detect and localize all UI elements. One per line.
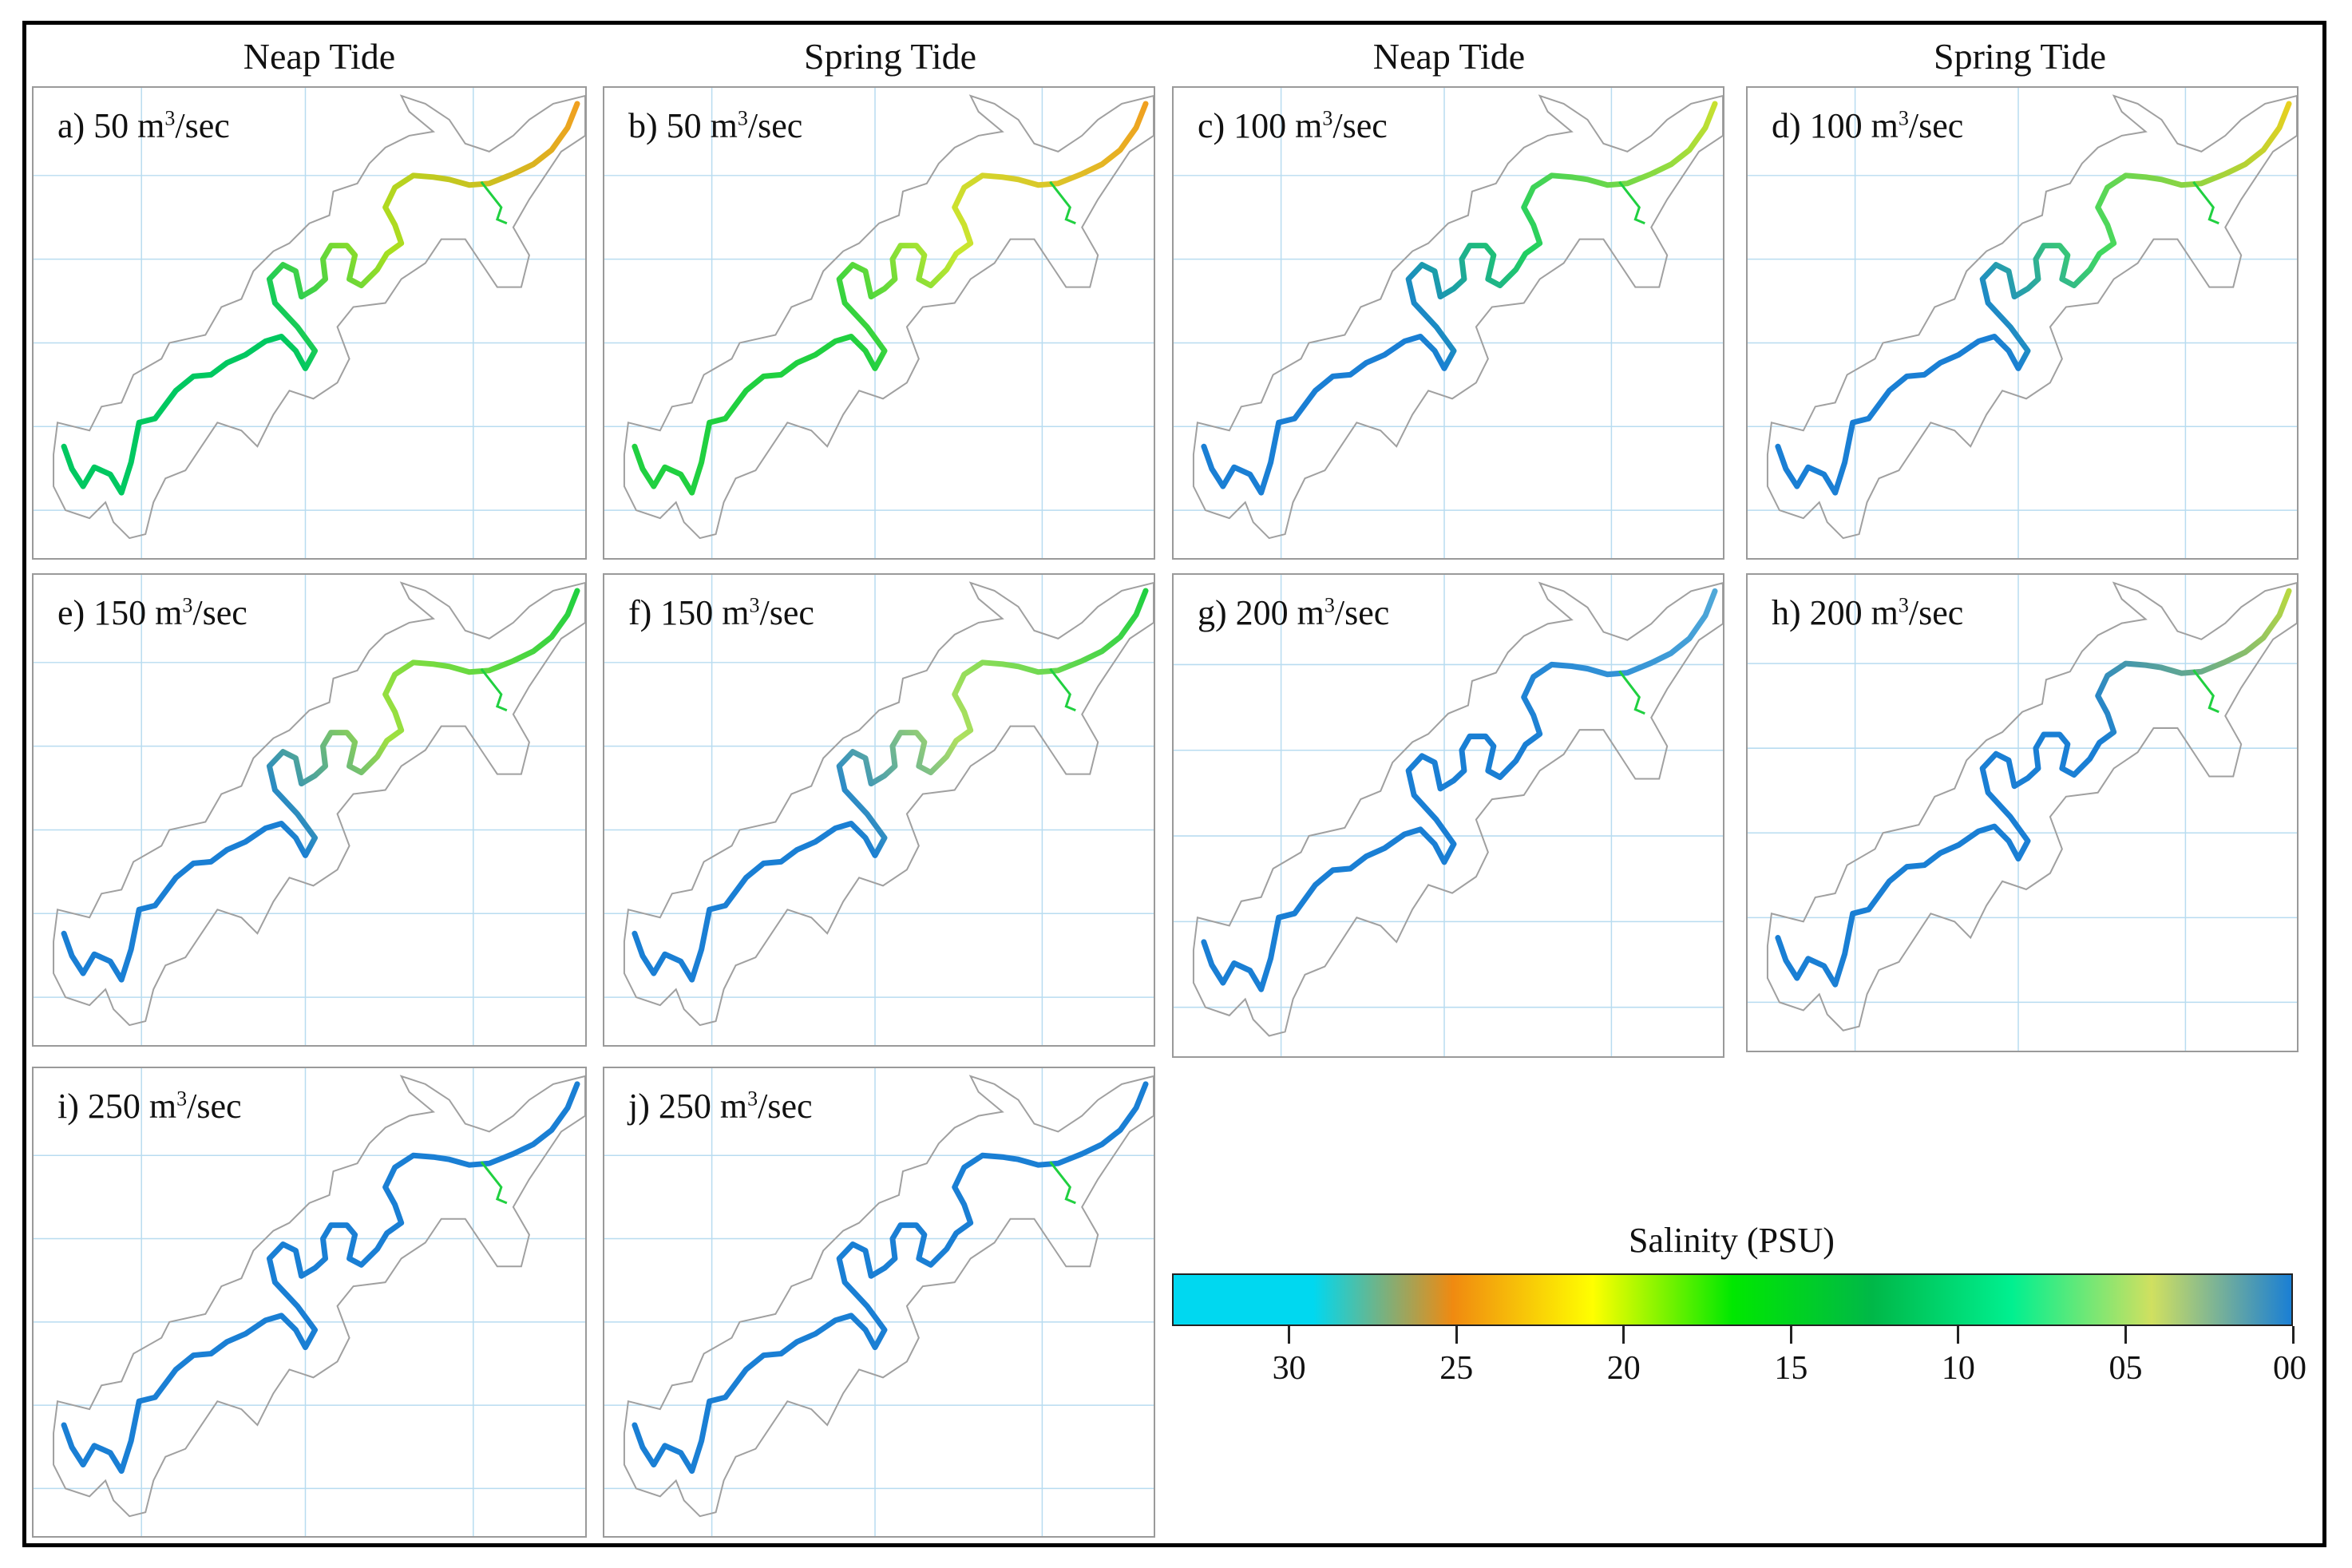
panel-label: b) 50 m3/sec: [628, 106, 803, 145]
tributary: [1049, 1161, 1076, 1205]
catchment-outline: [623, 1075, 1154, 1518]
tributary: [1049, 180, 1076, 225]
estuary-map: [604, 1068, 1154, 1536]
colorbar-tick-label: 25: [1439, 1350, 1474, 1387]
estuary-map: [1748, 575, 2297, 1051]
estuary-map: [34, 1068, 585, 1536]
tributary: [2192, 669, 2219, 714]
map-panel-e: e) 150 m3/sec: [32, 573, 587, 1047]
column-header-4: Spring Tide: [1933, 36, 2107, 77]
catchment-outline: [1192, 581, 1723, 1037]
salinity-colorbar: [1172, 1273, 2293, 1326]
tributary: [480, 1161, 508, 1205]
colorbar-tick-label: 30: [1272, 1350, 1306, 1387]
catchment-outline: [1192, 94, 1723, 540]
river-salinity: [1775, 588, 2292, 988]
map-panel-f: f) 150 m3/sec: [603, 573, 1155, 1047]
estuary-map: [1174, 575, 1723, 1056]
tributary: [1618, 670, 1645, 715]
estuary-map: [1748, 88, 2297, 558]
colorbar-tick-label: 00: [2273, 1350, 2306, 1387]
map-panel-d: d) 100 m3/sec: [1746, 86, 2299, 560]
tributary: [480, 667, 508, 712]
panel-label: c) 100 m3/sec: [1198, 106, 1388, 145]
panel-label: e) 150 m3/sec: [57, 593, 247, 632]
estuary-map: [604, 88, 1154, 558]
catchment-outline: [1766, 581, 2297, 1031]
map-panel-a: a) 50 m3/sec: [32, 86, 587, 560]
river-salinity: [1201, 101, 1718, 496]
tributary: [1049, 667, 1076, 712]
tributary: [2192, 180, 2219, 225]
colorbar-tick: [1622, 1326, 1625, 1344]
colorbar-tick-label: 10: [1941, 1350, 1975, 1387]
panel-label: g) 200 m3/sec: [1198, 593, 1390, 632]
estuary-map: [34, 88, 585, 558]
map-panel-g: g) 200 m3/sec: [1172, 573, 1724, 1058]
catchment-outline: [1766, 94, 2297, 540]
map-panel-i: i) 250 m3/sec: [32, 1067, 587, 1538]
river-salinity: [632, 101, 1149, 496]
river-salinity: [61, 1081, 580, 1475]
colorbar-tick-label: 05: [2108, 1350, 2143, 1387]
colorbar-tick: [2124, 1326, 2127, 1344]
panel-label: d) 100 m3/sec: [1772, 106, 1964, 145]
panel-label: j) 250 m3/sec: [628, 1087, 813, 1126]
river-salinity: [632, 588, 1149, 983]
column-header-1: Neap Tide: [243, 36, 396, 77]
column-header-2: Spring Tide: [803, 36, 977, 77]
tributary: [480, 180, 508, 225]
catchment-outline: [623, 581, 1154, 1027]
tributary: [1618, 180, 1645, 225]
catchment-outline: [623, 94, 1154, 540]
map-panel-b: b) 50 m3/sec: [603, 86, 1155, 560]
river-salinity: [61, 588, 580, 983]
colorbar-tick: [1288, 1326, 1291, 1344]
map-panel-j: j) 250 m3/sec: [603, 1067, 1155, 1538]
estuary-map: [604, 575, 1154, 1045]
catchment-outline: [53, 1075, 585, 1518]
river-salinity: [61, 101, 580, 496]
catchment-outline: [53, 581, 585, 1027]
legend-title: Salinity (PSU): [1629, 1221, 1835, 1260]
column-header-3: Neap Tide: [1372, 36, 1526, 77]
colorbar-tick-label: 20: [1606, 1350, 1641, 1387]
map-panel-c: c) 100 m3/sec: [1172, 86, 1724, 560]
catchment-outline: [53, 94, 585, 540]
panel-label: i) 250 m3/sec: [57, 1087, 242, 1126]
map-panel-h: h) 200 m3/sec: [1746, 573, 2299, 1052]
river-salinity: [1775, 101, 2292, 496]
river-salinity: [1201, 588, 1718, 992]
colorbar-tick: [1789, 1326, 1792, 1344]
panel-label: f) 150 m3/sec: [628, 593, 814, 632]
colorbar-tick: [2291, 1326, 2295, 1344]
colorbar-tick: [1957, 1326, 1960, 1344]
panel-label: h) 200 m3/sec: [1772, 593, 1964, 632]
colorbar-tick-label: 15: [1774, 1350, 1808, 1387]
river-salinity: [632, 1081, 1149, 1475]
estuary-map: [34, 575, 585, 1045]
panel-label: a) 50 m3/sec: [57, 106, 230, 145]
estuary-map: [1174, 88, 1723, 558]
colorbar-tick: [1455, 1326, 1458, 1344]
